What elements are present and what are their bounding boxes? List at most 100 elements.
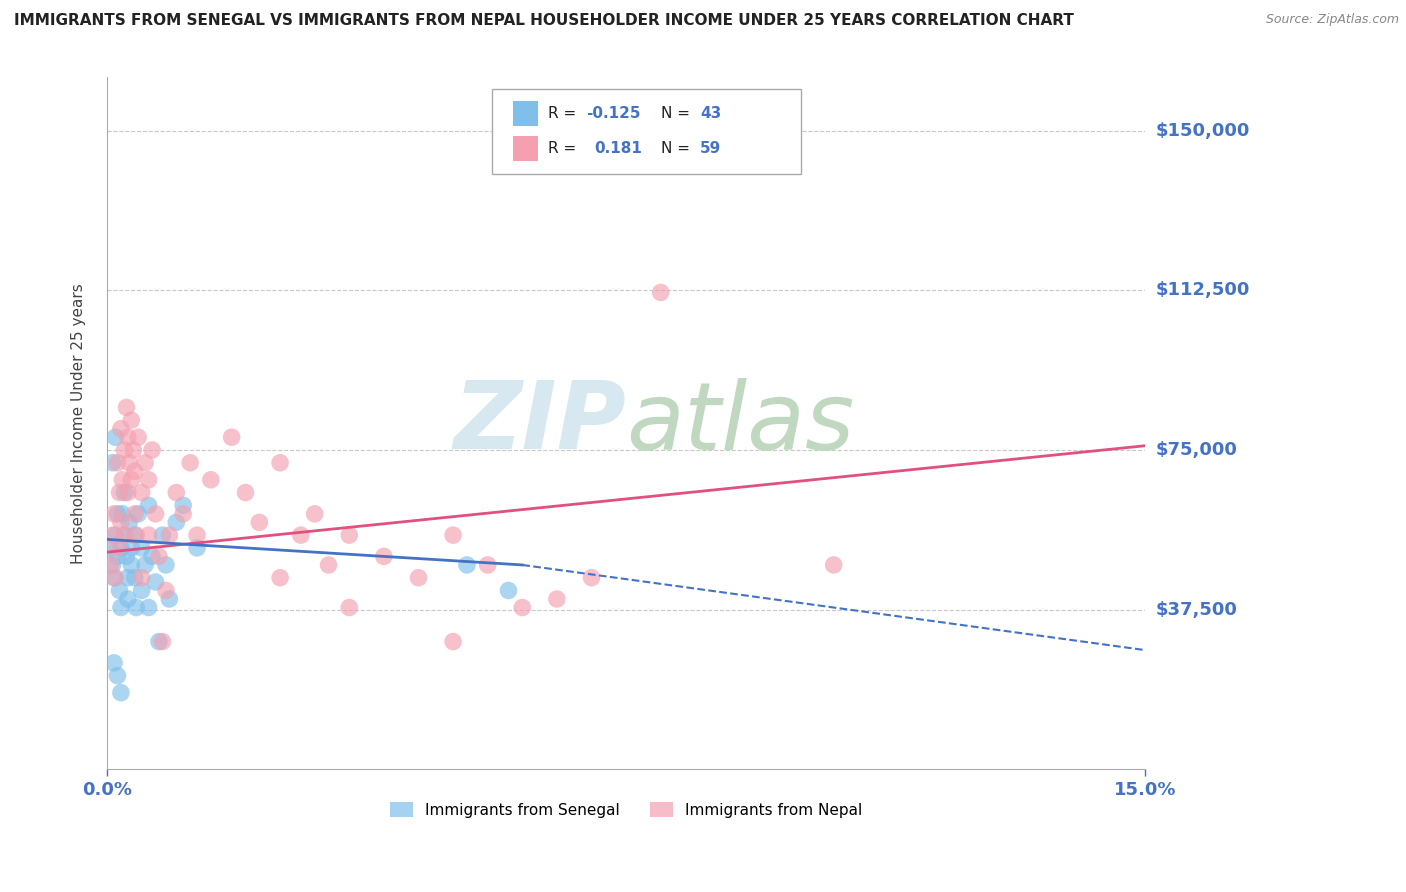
Point [408, 571, 430, 585]
Point [110, 422, 132, 436]
Point [141, 549, 163, 564]
Point [235, 485, 257, 500]
Point [148, 549, 170, 564]
Point [155, 583, 177, 598]
Point [110, 516, 132, 530]
Point [117, 571, 139, 585]
Point [111, 507, 134, 521]
Point [318, 558, 340, 572]
Point [108, 485, 131, 500]
Point [373, 549, 395, 564]
Point [546, 592, 568, 607]
Point [117, 592, 139, 607]
Point [134, 558, 156, 572]
Text: atlas: atlas [626, 378, 855, 469]
Point [117, 430, 139, 444]
Point [200, 473, 222, 487]
Point [127, 507, 149, 521]
Point [108, 583, 131, 598]
Point [120, 473, 142, 487]
Point [131, 571, 153, 585]
Text: R =: R = [548, 106, 582, 120]
Point [172, 499, 194, 513]
Point [117, 485, 139, 500]
Point [148, 634, 170, 648]
Point [103, 507, 125, 521]
Point [124, 528, 146, 542]
Point [179, 456, 201, 470]
Point [110, 541, 132, 555]
Point [165, 485, 187, 500]
Point [247, 516, 270, 530]
Point [456, 558, 478, 572]
Text: N =: N = [661, 106, 695, 120]
Point [138, 499, 160, 513]
Point [186, 541, 208, 555]
Point [157, 592, 180, 607]
Legend: Immigrants from Senegal, Immigrants from Nepal: Immigrants from Senegal, Immigrants from… [384, 796, 869, 824]
Point [120, 413, 142, 427]
Point [138, 473, 160, 487]
Text: 0.181: 0.181 [595, 142, 643, 156]
Point [120, 558, 142, 572]
Point [337, 600, 360, 615]
Text: N =: N = [661, 142, 695, 156]
Text: ZIP: ZIP [453, 377, 626, 469]
Point [110, 686, 132, 700]
Point [269, 571, 291, 585]
Text: $37,500: $37,500 [1156, 600, 1237, 619]
Point [141, 442, 163, 457]
Point [111, 473, 134, 487]
Text: $75,000: $75,000 [1156, 441, 1237, 459]
Point [101, 528, 124, 542]
Text: IMMIGRANTS FROM SENEGAL VS IMMIGRANTS FROM NEPAL HOUSEHOLDER INCOME UNDER 25 YEA: IMMIGRANTS FROM SENEGAL VS IMMIGRANTS FR… [14, 13, 1074, 29]
Point [152, 528, 174, 542]
Point [107, 549, 129, 564]
Point [441, 528, 464, 542]
Text: 59: 59 [700, 142, 721, 156]
Point [104, 528, 127, 542]
Point [172, 507, 194, 521]
Point [269, 456, 291, 470]
Point [103, 571, 125, 585]
Point [290, 528, 312, 542]
Point [304, 507, 326, 521]
Point [127, 430, 149, 444]
Point [107, 507, 129, 521]
Point [155, 558, 177, 572]
Point [581, 571, 603, 585]
Point [118, 456, 141, 470]
Text: R =: R = [548, 142, 582, 156]
Point [101, 558, 124, 572]
Point [165, 516, 187, 530]
Point [138, 528, 160, 542]
Point [125, 528, 148, 542]
Point [100, 541, 122, 555]
Point [112, 485, 135, 500]
Text: 43: 43 [700, 106, 721, 120]
Point [477, 558, 499, 572]
Point [104, 571, 127, 585]
Point [100, 558, 122, 572]
Point [823, 558, 845, 572]
Point [134, 456, 156, 470]
Point [107, 456, 129, 470]
Point [138, 600, 160, 615]
Point [124, 507, 146, 521]
Point [131, 583, 153, 598]
Point [103, 656, 125, 670]
Point [112, 528, 135, 542]
Y-axis label: Householder Income Under 25 years: Householder Income Under 25 years [72, 283, 86, 564]
Text: $150,000: $150,000 [1156, 121, 1250, 140]
Point [441, 634, 464, 648]
Text: -0.125: -0.125 [586, 106, 641, 120]
Point [145, 574, 167, 589]
Point [112, 442, 135, 457]
Text: $112,500: $112,500 [1156, 281, 1250, 300]
Point [112, 528, 135, 542]
Text: Source: ZipAtlas.com: Source: ZipAtlas.com [1265, 13, 1399, 27]
Point [124, 571, 146, 585]
Point [104, 430, 127, 444]
Point [107, 668, 129, 682]
Point [498, 583, 520, 598]
